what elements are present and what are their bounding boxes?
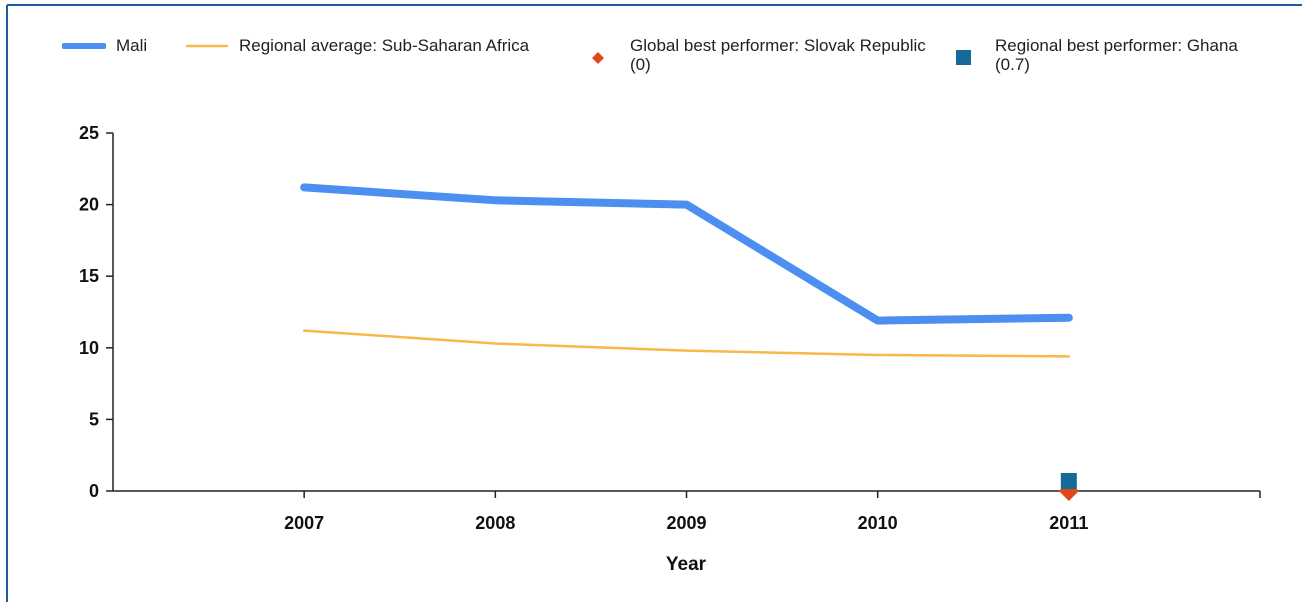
y-tick-label: 25 [79,123,99,143]
x-tick-label: 2011 [1049,513,1088,533]
x-tick-label: 2007 [284,513,324,533]
y-tick-label: 20 [79,195,99,215]
legend-swatch-shape [956,50,971,65]
legend-swatch [62,43,106,49]
x-tick-label: 2008 [475,513,515,533]
legend-swatch [592,52,604,64]
legend-label: Regional best performer: Ghana (0.7) [995,36,1238,74]
y-tick-label: 0 [89,481,99,501]
legend-swatch-shape [592,52,604,64]
legend-swatch [185,44,229,48]
y-tick-label: 15 [79,266,99,286]
series-line [300,183,1073,325]
x-tick-label: 2010 [858,513,898,533]
legend: Mali Regional average: Sub-Saharan Africa… [0,36,1302,96]
y-tick-label: 5 [89,409,99,429]
legend-label: Mali [116,36,148,55]
x-tick-label: 2009 [666,513,706,533]
y-tick-label: 10 [79,338,99,358]
series-line [302,329,1071,358]
point-marker [1060,472,1077,489]
legend-label: Regional average: Sub-Saharan Africa [239,36,530,55]
x-axis-label: Year [666,554,707,575]
legend-swatch [956,50,971,65]
legend-label: Global best performer: Slovak Republic (… [630,36,926,74]
